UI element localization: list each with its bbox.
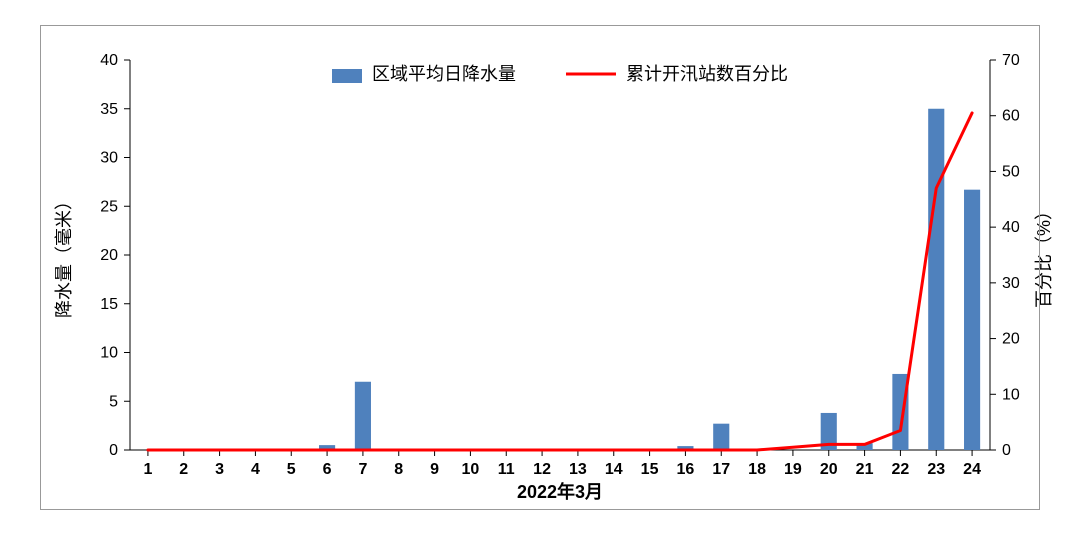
outer-frame xyxy=(40,25,1040,510)
chart-container: 0510152025303540010203040506070123456789… xyxy=(0,0,1080,535)
